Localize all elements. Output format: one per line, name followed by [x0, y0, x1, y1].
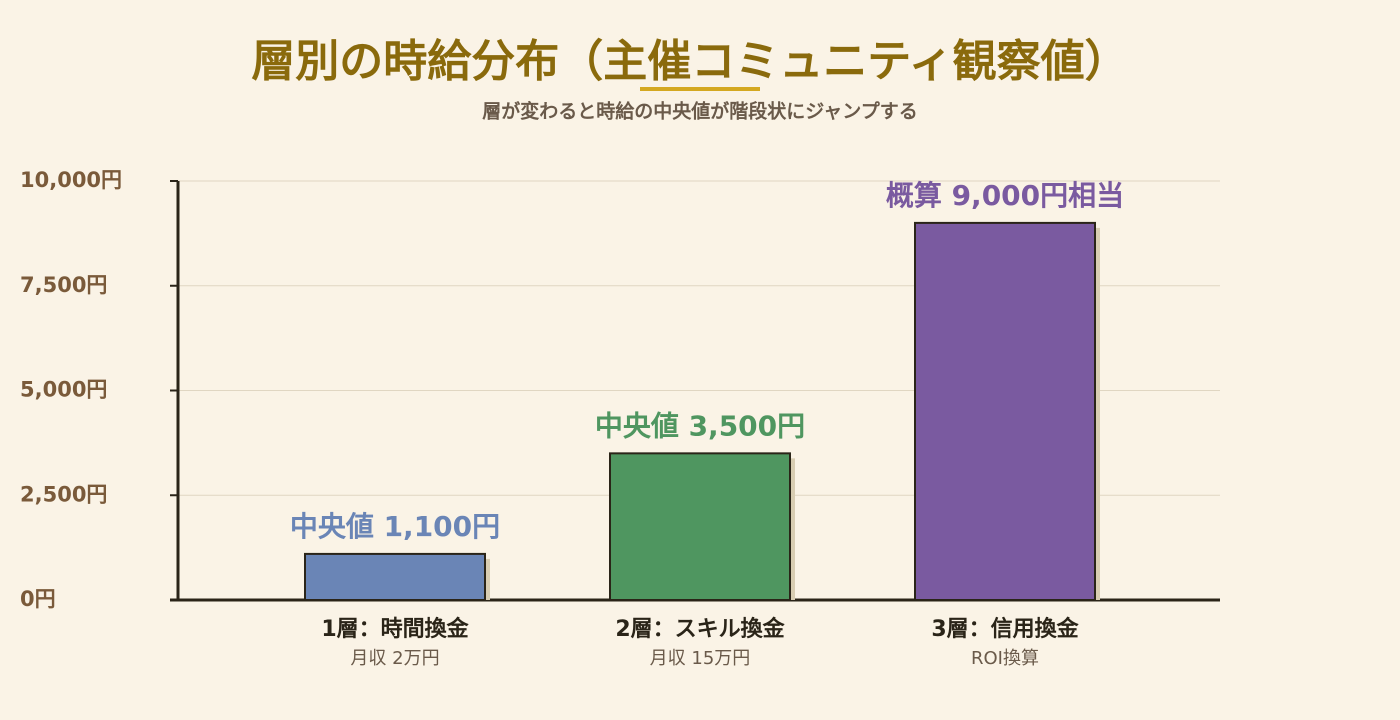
x-tick-sublabel: 月収 2万円 [350, 648, 439, 669]
bar [914, 221, 1096, 601]
x-tick-label: 2層：スキル換金 [615, 616, 785, 642]
y-tick-label: 0円 [20, 587, 56, 611]
x-tick-label: 3層：信用換金 [931, 616, 1079, 642]
y-tick-label: 10,000円 [20, 168, 122, 192]
chart-subtitle: 層が変わると時給の中央値が階段状にジャンプする [482, 100, 917, 123]
value-label: 概算 9,000円相当 [886, 179, 1124, 212]
y-tick-label: 5,000円 [20, 378, 107, 402]
value-label: 中央値 3,500円 [595, 409, 805, 442]
x-tick-sublabel: 月収 15万円 [650, 648, 751, 669]
chart-title: 層別の時給分布（主催コミュニティ観察値） [251, 36, 1128, 87]
y-tick-label: 2,500円 [20, 482, 107, 506]
value-label: 中央値 1,100円 [290, 510, 500, 543]
bar [304, 552, 486, 601]
y-tick-label: 7,500円 [20, 273, 107, 297]
bar [609, 452, 791, 601]
x-tick-sublabel: ROI換算 [971, 648, 1039, 669]
x-tick-label: 1層：時間換金 [321, 616, 469, 642]
